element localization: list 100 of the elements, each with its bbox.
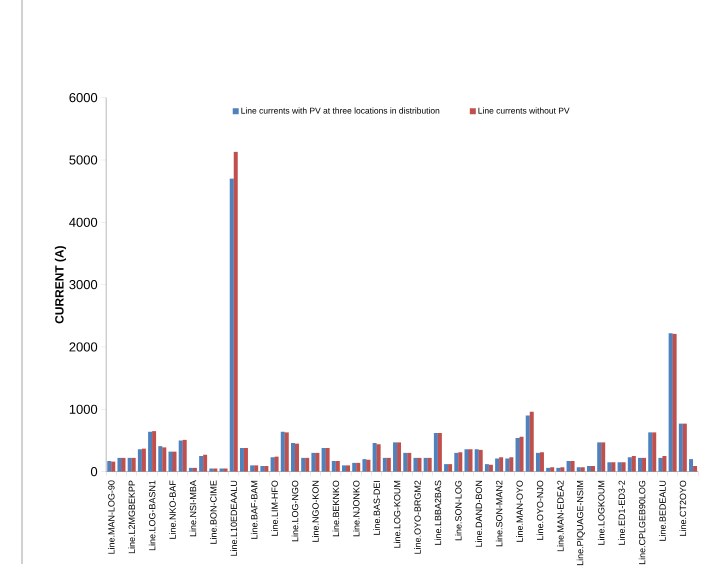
bar	[376, 444, 381, 472]
bar	[250, 465, 254, 472]
bar	[499, 457, 504, 472]
bar	[326, 448, 330, 472]
bar	[520, 436, 524, 472]
bar	[454, 452, 458, 472]
bar	[366, 460, 370, 472]
x-tick-label: Line.LBBA2BAS	[434, 480, 442, 545]
bar	[264, 466, 268, 472]
bar	[474, 449, 479, 472]
bar	[234, 152, 238, 472]
bar	[628, 457, 632, 472]
bar	[424, 458, 428, 472]
y-tick-label: 1000	[70, 404, 98, 414]
x-tick-label: Line.LOG-BASN1	[148, 480, 156, 550]
bar	[586, 466, 591, 472]
x-tick-label: Line.CPLGEB90LOG	[638, 480, 646, 564]
bar	[570, 461, 575, 472]
bar	[652, 432, 656, 472]
bar	[662, 456, 666, 472]
bar	[213, 468, 218, 472]
bar	[458, 452, 462, 472]
bar	[220, 468, 224, 472]
bar	[342, 465, 346, 472]
bar	[346, 465, 350, 472]
bar	[536, 452, 540, 472]
bar	[495, 458, 500, 472]
x-tick-label: Line.SON-LOG	[455, 480, 462, 540]
bar	[168, 452, 173, 472]
legend-label: Line currents with PV at three locations in distribution	[241, 107, 440, 114]
bar	[509, 457, 514, 472]
y-tick-label: 6000	[69, 93, 98, 102]
bar	[448, 464, 452, 472]
x-tick-label: Line.CT2OYO	[680, 480, 686, 536]
bar	[403, 452, 408, 472]
bar	[362, 459, 366, 472]
bar	[386, 458, 391, 472]
bar	[142, 448, 146, 472]
bar	[230, 178, 234, 472]
y-tick-label: 0	[90, 467, 98, 476]
bar	[274, 456, 279, 472]
y-axis-title: CURRENT (A)	[54, 246, 66, 324]
bar	[240, 448, 244, 472]
bar	[658, 458, 662, 472]
bar	[315, 452, 320, 472]
bar	[607, 462, 612, 472]
bar	[438, 432, 442, 472]
x-tick-label: Line.LOG-KOUM	[394, 480, 400, 548]
bar	[672, 334, 677, 472]
bar	[209, 468, 214, 472]
x-tick-label: Line.L2MGBEKPP	[128, 480, 135, 554]
bar	[397, 442, 402, 472]
bar	[152, 431, 156, 472]
x-tick-label: Line.PIQUAGE-NSIM	[576, 480, 585, 566]
x-tick-label: Line.L10EDEAALU	[230, 480, 238, 556]
bar	[516, 438, 520, 472]
bar	[117, 458, 122, 472]
bar	[182, 440, 187, 472]
bar	[336, 461, 340, 472]
bar	[172, 452, 177, 472]
bar	[188, 468, 193, 472]
bar	[244, 448, 248, 472]
x-tick-label: Line.NJONKO	[352, 480, 360, 536]
bar	[356, 462, 360, 472]
bar	[576, 467, 581, 472]
bar	[270, 457, 275, 472]
bar	[668, 333, 673, 472]
x-tick-label: Line.BAS-DEI	[373, 480, 380, 535]
x-tick-label: Line.NKO-BAF	[169, 480, 176, 539]
bar	[488, 464, 493, 472]
bar	[121, 458, 126, 472]
x-tick-label: Line.BON-CIME	[210, 480, 217, 544]
x-tick-label: Line.NGO-KON	[312, 480, 319, 542]
bar	[301, 458, 306, 472]
bar	[413, 458, 418, 472]
y-tick-label: 5000	[69, 155, 98, 165]
bar	[254, 465, 258, 472]
x-tick-label: Line.MAN-LOG-90	[108, 480, 115, 554]
x-tick-label: Line.BEKNKO	[332, 480, 340, 536]
bar	[132, 458, 136, 472]
bar	[505, 458, 510, 472]
bar	[322, 448, 326, 472]
bar	[352, 462, 356, 472]
bar	[224, 468, 228, 472]
bar	[689, 459, 694, 472]
y-tick-label: 2000	[69, 342, 98, 352]
x-tick-label: Line.MAN-EDEA2	[557, 480, 564, 552]
bar	[290, 442, 295, 472]
x-tick-label: Line.SON-MAN2	[496, 480, 502, 546]
bar	[678, 424, 683, 472]
bar	[372, 442, 377, 472]
x-tick-label: Line.NSI-MBA	[190, 480, 196, 536]
bar	[417, 458, 422, 472]
bar	[693, 466, 698, 472]
bar	[478, 450, 483, 472]
bar	[407, 452, 412, 472]
bar	[294, 444, 299, 472]
bar	[638, 458, 642, 472]
bar	[162, 447, 166, 472]
bar	[444, 464, 448, 472]
